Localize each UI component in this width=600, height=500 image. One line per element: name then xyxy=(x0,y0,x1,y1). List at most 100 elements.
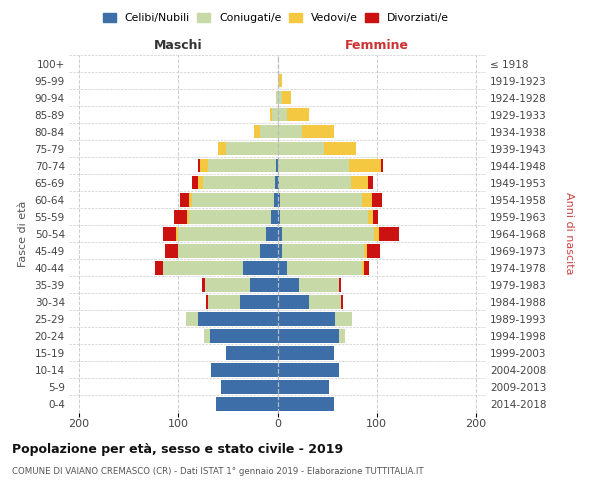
Bar xyxy=(277,397,334,411)
Bar xyxy=(283,244,364,258)
Bar xyxy=(351,176,368,190)
Bar xyxy=(186,312,198,326)
Bar xyxy=(240,295,277,308)
Y-axis label: Anni di nascita: Anni di nascita xyxy=(563,192,574,275)
Bar xyxy=(364,261,369,274)
Bar xyxy=(309,295,341,308)
Bar xyxy=(192,176,198,190)
Bar xyxy=(277,176,280,190)
Bar xyxy=(208,159,275,172)
Bar xyxy=(381,159,383,172)
Bar xyxy=(372,193,382,206)
Bar xyxy=(275,159,277,172)
Bar xyxy=(208,295,240,308)
Bar xyxy=(189,193,192,206)
Bar xyxy=(277,91,283,104)
Bar xyxy=(379,227,398,240)
Bar xyxy=(274,193,277,206)
Bar xyxy=(275,91,277,104)
Bar xyxy=(277,227,283,240)
Bar xyxy=(271,210,277,224)
Bar xyxy=(260,125,277,138)
Bar xyxy=(364,244,367,258)
Text: Femmine: Femmine xyxy=(345,38,409,52)
Bar xyxy=(187,210,189,224)
Bar xyxy=(362,193,372,206)
Bar xyxy=(368,176,373,190)
Bar xyxy=(272,108,277,122)
Bar xyxy=(277,74,280,88)
Bar xyxy=(283,91,292,104)
Bar xyxy=(166,244,178,258)
Bar xyxy=(277,108,287,122)
Bar xyxy=(277,142,324,156)
Bar xyxy=(210,329,277,342)
Bar xyxy=(277,159,349,172)
Bar xyxy=(226,142,277,156)
Bar xyxy=(155,261,163,274)
Y-axis label: Fasce di età: Fasce di età xyxy=(17,200,28,267)
Bar xyxy=(362,261,364,274)
Bar xyxy=(302,125,334,138)
Bar xyxy=(283,227,374,240)
Bar xyxy=(216,397,277,411)
Bar xyxy=(277,278,299,291)
Bar xyxy=(203,176,275,190)
Bar xyxy=(269,108,272,122)
Bar xyxy=(277,295,309,308)
Bar xyxy=(163,227,176,240)
Bar xyxy=(277,346,334,360)
Bar xyxy=(189,210,271,224)
Bar xyxy=(287,261,362,274)
Bar xyxy=(205,278,250,291)
Bar xyxy=(202,278,205,291)
Bar xyxy=(277,363,339,377)
Bar xyxy=(198,159,200,172)
Bar xyxy=(176,227,178,240)
Bar xyxy=(324,142,356,156)
Bar xyxy=(277,244,283,258)
Bar xyxy=(218,142,226,156)
Bar xyxy=(200,159,208,172)
Bar xyxy=(280,193,362,206)
Bar xyxy=(299,278,339,291)
Bar xyxy=(178,227,266,240)
Bar xyxy=(277,261,287,274)
Legend: Celibi/Nubili, Coniugati/e, Vedovi/e, Divorziati/e: Celibi/Nubili, Coniugati/e, Vedovi/e, Di… xyxy=(101,10,451,26)
Bar xyxy=(374,227,379,240)
Text: Popolazione per età, sesso e stato civile - 2019: Popolazione per età, sesso e stato civil… xyxy=(12,442,343,456)
Bar xyxy=(226,346,277,360)
Bar xyxy=(280,74,283,88)
Text: Maschi: Maschi xyxy=(154,38,203,52)
Bar xyxy=(180,193,189,206)
Bar xyxy=(277,125,302,138)
Bar xyxy=(178,244,260,258)
Bar xyxy=(243,261,277,274)
Bar xyxy=(275,176,277,190)
Bar xyxy=(198,312,277,326)
Bar xyxy=(367,244,380,258)
Bar xyxy=(287,108,309,122)
Bar xyxy=(174,210,187,224)
Bar xyxy=(335,312,352,326)
Bar xyxy=(277,380,329,394)
Bar xyxy=(339,278,341,291)
Bar xyxy=(277,329,339,342)
Bar xyxy=(250,278,277,291)
Bar xyxy=(373,210,378,224)
Bar xyxy=(198,176,203,190)
Bar xyxy=(192,193,274,206)
Text: COMUNE DI VAIANO CREMASCO (CR) - Dati ISTAT 1° gennaio 2019 - Elaborazione TUTTI: COMUNE DI VAIANO CREMASCO (CR) - Dati IS… xyxy=(12,468,424,476)
Bar xyxy=(266,227,277,240)
Bar xyxy=(260,244,277,258)
Bar xyxy=(280,176,351,190)
Bar xyxy=(349,159,381,172)
Bar xyxy=(280,210,368,224)
Bar xyxy=(211,363,277,377)
Bar xyxy=(368,210,373,224)
Bar xyxy=(277,312,335,326)
Bar xyxy=(206,295,208,308)
Bar xyxy=(277,210,280,224)
Bar xyxy=(163,261,243,274)
Bar xyxy=(254,125,260,138)
